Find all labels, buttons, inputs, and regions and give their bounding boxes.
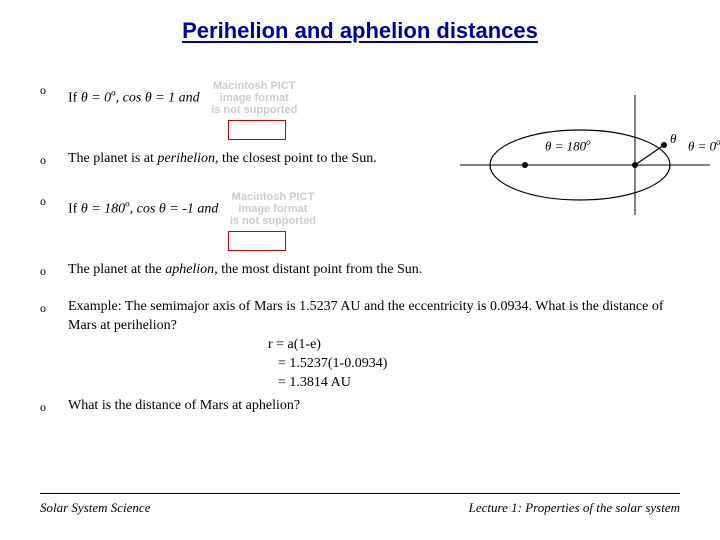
bullet-marker: o [40,298,68,316]
bullet-content: Example: The semimajor axis of Mars is 1… [68,298,680,336]
red-box-icon [228,120,286,140]
bullet-marker: o [40,150,68,168]
footer-divider [40,493,680,494]
bullet-content: The planet is at perihelion, the closest… [68,150,680,169]
bullet-5: o Example: The semimajor axis of Mars is… [40,298,680,336]
bullet-content: The planet at the aphelion, the most dis… [68,261,680,280]
equation-1: r = a(1-e) [40,336,680,355]
bullet-marker: o [40,191,68,209]
bullet-3: o If θ = 180o, cos θ = -1 and Macintosh … [40,191,680,227]
bullet-content: If θ = 180o, cos θ = -1 and Macintosh PI… [68,191,680,227]
equation-2: = 1.5237(1-0.0934) [40,355,680,374]
red-box-icon [228,231,286,251]
footer-right: Lecture 1: Properties of the solar syste… [469,500,680,516]
redbox-row-1 [40,120,680,140]
bullet-content: If θ = 0o, cos θ = 1 and Macintosh PICT … [68,80,680,116]
bullet-2: o The planet is at perihelion, the close… [40,150,680,169]
footer-left: Solar System Science [40,500,150,516]
footer: Solar System Science Lecture 1: Properti… [40,493,680,516]
redbox-row-2 [40,231,680,251]
slide-title: Perihelion and aphelion distances [0,18,720,44]
bullet-marker: o [40,261,68,279]
bullet-marker: o [40,397,68,415]
pict-placeholder-icon: Macintosh PICT image format is not suppo… [203,80,297,116]
pict-placeholder-icon: Macintosh PICT image format is not suppo… [222,191,316,227]
equation-3: = 1.3814 AU [40,374,680,393]
bullet-4: o The planet at the aphelion, the most d… [40,261,680,280]
slide-root: Perihelion and aphelion distances θ = 18… [0,0,720,540]
bullet-list: o If θ = 0o, cos θ = 1 and Macintosh PIC… [40,80,680,416]
label-theta-0: θ = 0o [688,137,720,154]
bullet-marker: o [40,80,68,98]
bullet-1: o If θ = 0o, cos θ = 1 and Macintosh PIC… [40,80,680,116]
bullet-content: What is the distance of Mars at aphelion… [68,397,680,416]
bullet-6: o What is the distance of Mars at apheli… [40,397,680,416]
